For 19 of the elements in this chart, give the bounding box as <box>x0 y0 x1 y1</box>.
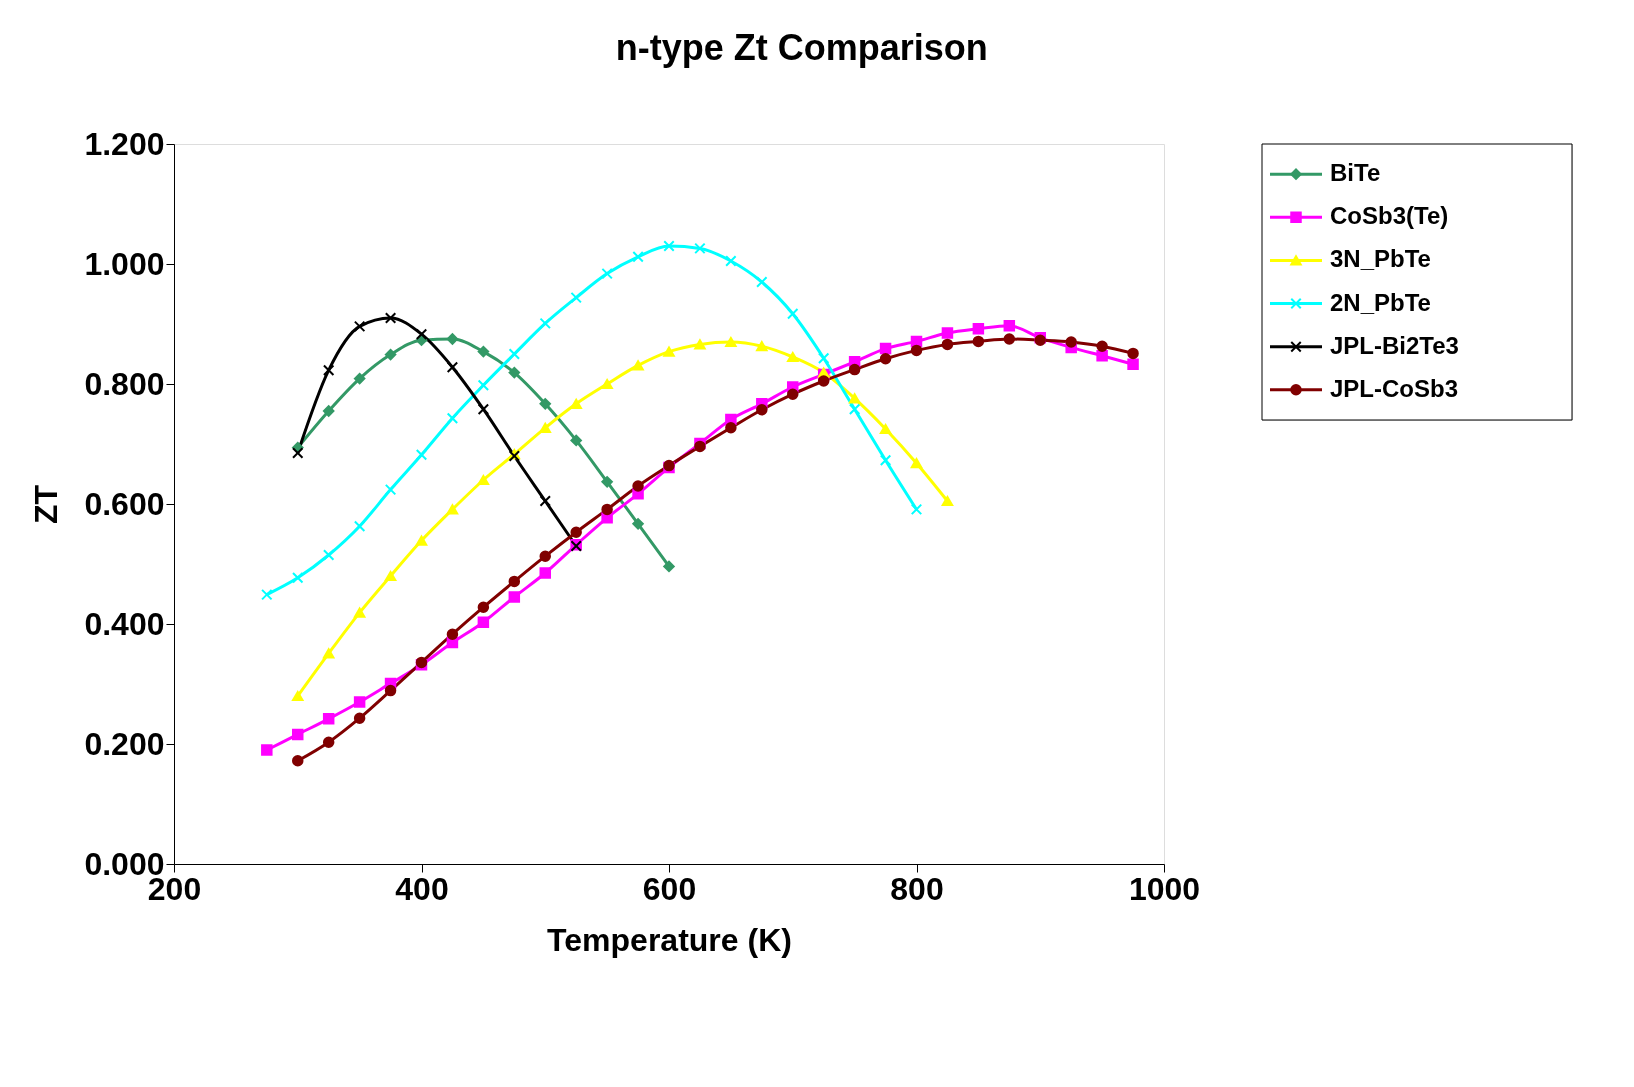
legend-label: 2N_PbTe <box>1330 288 1431 316</box>
y-tick-label: 1.200 <box>84 125 165 162</box>
legend-label: CoSb3(Te) <box>1330 202 1449 230</box>
y-tick-label: 0.200 <box>84 725 165 762</box>
y-tick-label: 0.600 <box>84 485 165 522</box>
y-tick-label: 0.400 <box>84 605 165 642</box>
x-tick-label: 400 <box>395 870 449 907</box>
chart-title: n-type Zt Comparison <box>615 26 988 68</box>
y-tick-label: 1.000 <box>84 245 165 282</box>
y-tick-label: 0.800 <box>84 365 165 402</box>
legend-label: JPL-Bi2Te3 <box>1330 331 1459 359</box>
y-axis-title: ZT <box>28 484 65 525</box>
x-tick-label: 600 <box>642 870 697 907</box>
legend-label: 3N_PbTe <box>1330 245 1431 273</box>
legend-label: JPL-CoSb3 <box>1330 374 1459 402</box>
x-axis-title: Temperature (K) <box>547 921 792 958</box>
legend-label: BiTe <box>1330 159 1381 187</box>
x-tick-label: 800 <box>890 870 944 907</box>
x-tick-label: 1000 <box>1128 870 1201 907</box>
